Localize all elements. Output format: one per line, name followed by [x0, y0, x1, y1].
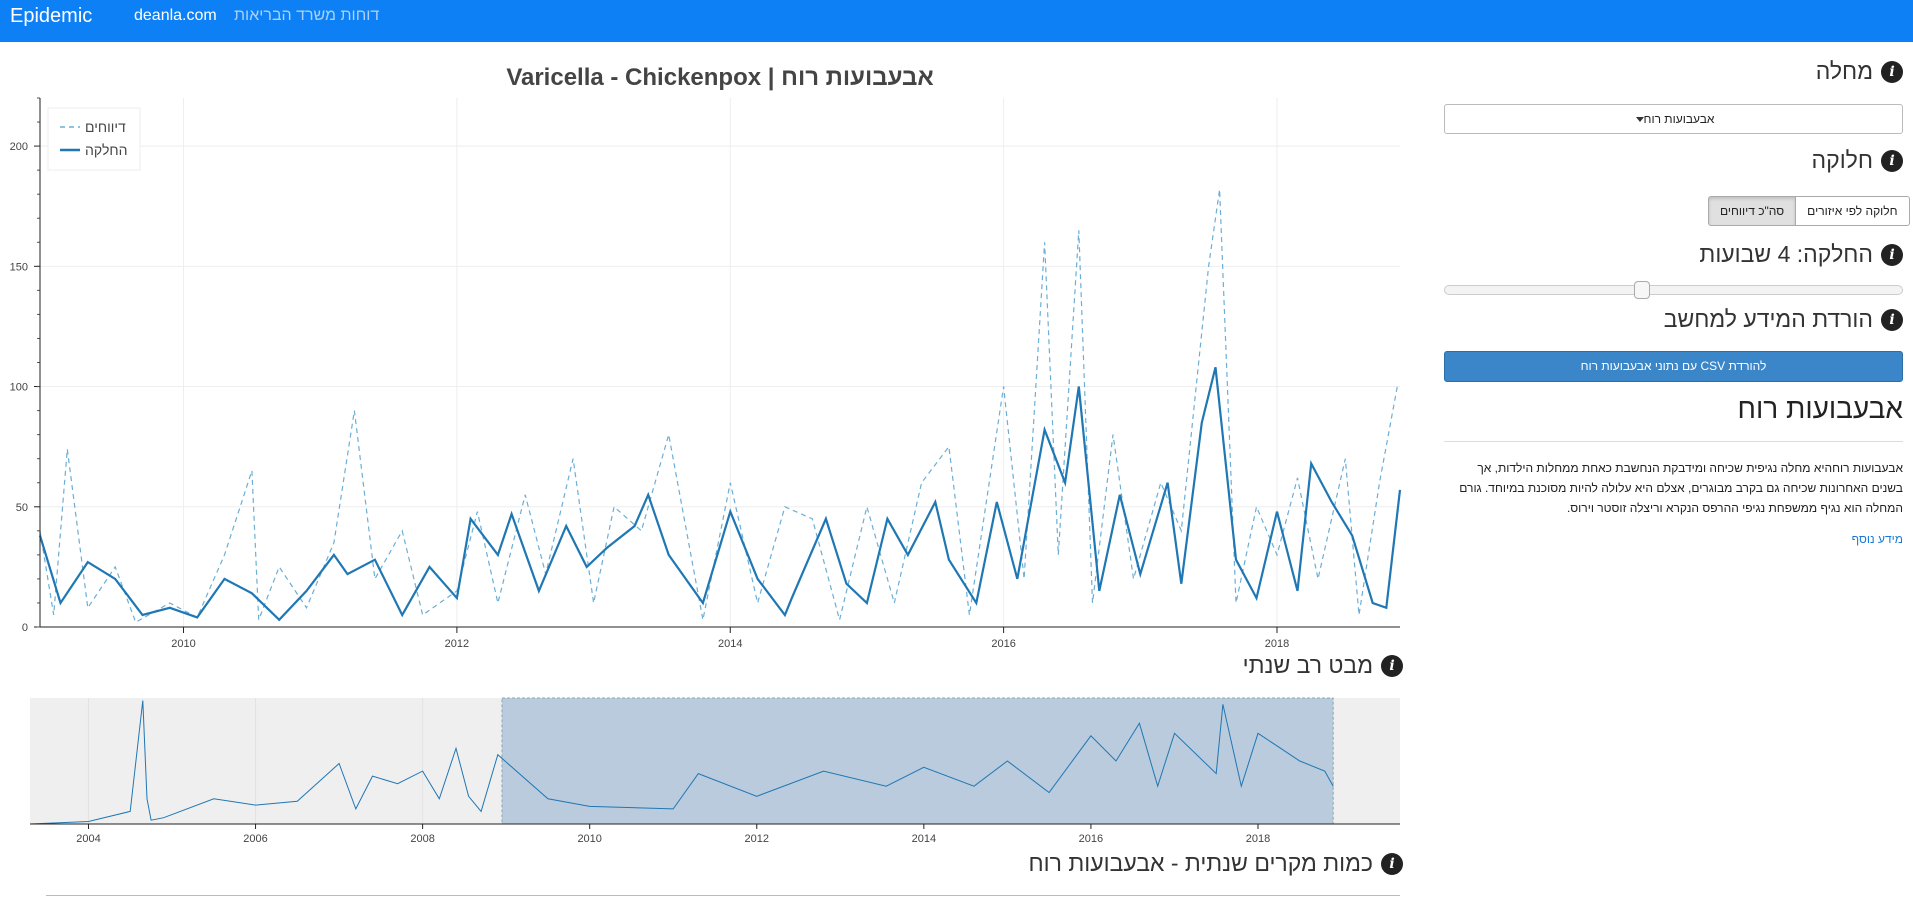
main-chart-axes: 0 50 100 150 200 2010 2012 2014 2016 2018 — [10, 97, 1400, 650]
x-tick-label: 2018 — [1265, 638, 1289, 650]
overview-x-tick-label: 2006 — [243, 833, 267, 845]
annual-heading: i כמות מקרים שנתית - אבעבועות רוח — [1029, 850, 1403, 877]
overview-x-tick-label: 2004 — [76, 833, 100, 845]
overview-x-tick-label: 2014 — [912, 833, 936, 845]
disease-dropdown[interactable]: אבעבועות רוח — [1444, 104, 1903, 134]
navbar: Epidemic deanla.com דוחות משרד הבריאות — [0, 0, 1913, 42]
split-by-region-button[interactable]: חלוקה לפי איזורים — [1796, 196, 1910, 226]
overview-x-tick-label: 2008 — [410, 833, 434, 845]
smoothing-slider[interactable] — [1444, 281, 1903, 299]
legend-reports-label: דיווחים — [85, 119, 126, 135]
x-tick-label: 2010 — [171, 638, 195, 650]
overview-heading: i מבט רב שנתי — [1243, 652, 1403, 679]
main-chart-dashed-series — [39, 189, 1398, 624]
y-tick-label: 100 — [10, 382, 28, 394]
x-tick-label: 2012 — [445, 638, 469, 650]
legend-smoothed-label: החלקה — [85, 142, 128, 158]
info-icon[interactable]: i — [1881, 60, 1903, 83]
main-chart-title: Varicella - Chickenpox | אבעבועות רוח — [506, 64, 934, 91]
info-icon[interactable]: i — [1881, 243, 1903, 266]
series-line-smoothed — [38, 367, 1402, 622]
disease-description: אבעבועות רוחהיא מחלה נגיפית שכיחה ומידבק… — [1459, 461, 1903, 515]
info-icon[interactable]: i — [1881, 308, 1903, 331]
y-tick-label: 0 — [22, 622, 28, 634]
overview-x-tick-label: 2016 — [1079, 833, 1103, 845]
disease-heading: i מחלה — [1816, 58, 1903, 85]
download-heading: i הורדת המידע למחשב — [1664, 306, 1903, 333]
chevron-down-icon — [1635, 117, 1644, 123]
overview-x-tick-label: 2018 — [1246, 833, 1270, 845]
brand-link[interactable]: Epidemic — [10, 5, 93, 27]
series-line-reports — [39, 189, 1398, 624]
split-button-group: סה"כ דיווחים חלוקה לפי איזורים — [1708, 196, 1910, 226]
main-chart-solid-series — [38, 367, 1402, 622]
x-tick-label: 2016 — [991, 638, 1015, 650]
overview-series-line — [29, 700, 1334, 825]
nav-link-reports[interactable]: דוחות משרד הבריאות — [234, 7, 380, 24]
y-tick-label: 50 — [16, 502, 28, 514]
smoothing-heading: i החלקה: 4 שבועות — [1699, 241, 1903, 268]
more-info-link[interactable]: מידע נוסף — [1851, 532, 1903, 546]
info-icon[interactable]: i — [1881, 149, 1903, 172]
x-tick-label: 2014 — [718, 638, 742, 650]
y-tick-label: 200 — [10, 141, 28, 153]
main-chart[interactable]: 0 50 100 150 200 2010 2012 2014 2016 2018 דיווחים… — [0, 80, 1420, 660]
split-heading: i חלוקה — [1812, 147, 1903, 174]
info-icon[interactable]: i — [1381, 654, 1403, 677]
annual-chart-top-axis — [46, 895, 1400, 896]
overview-x-tick-label: 2012 — [745, 833, 769, 845]
overview-brush-selection[interactable] — [501, 697, 1334, 825]
disease-title: אבעבועות רוח — [1737, 393, 1903, 424]
divider — [1444, 441, 1903, 442]
smoothing-slider-handle[interactable] — [1633, 281, 1650, 299]
overview-x-tick-label: 2010 — [577, 833, 601, 845]
y-tick-label: 150 — [10, 261, 28, 273]
info-icon[interactable]: i — [1381, 852, 1403, 875]
download-csv-button[interactable]: להורדת CSV עם נתוני אבעבועות רוח — [1444, 351, 1903, 382]
nav-link-home[interactable]: deanla.com — [134, 7, 217, 24]
split-total-button[interactable]: סה"כ דיווחים — [1708, 196, 1797, 226]
main-chart-legend[interactable]: דיווחים החלקה — [47, 107, 141, 171]
overview-chart[interactable]: 2004 2006 2008 2010 2012 2014 2016 2018 — [0, 690, 1420, 850]
